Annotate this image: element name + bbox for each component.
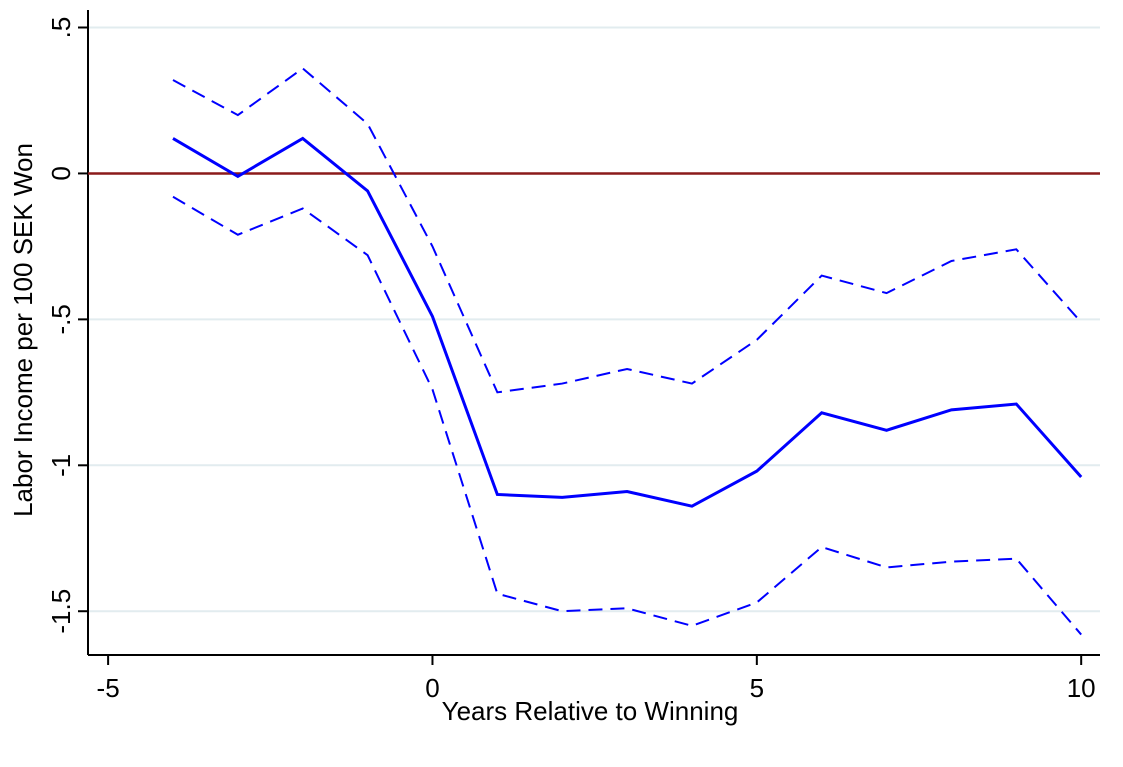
x-tick-label: 10 xyxy=(1067,673,1096,703)
y-tick-label: -1.5 xyxy=(46,589,76,634)
series-line xyxy=(172,67,1082,394)
y-axis-label: Labor Income per 100 SEK Won xyxy=(8,143,38,517)
x-axis-label: Years Relative to Winning xyxy=(442,696,739,726)
series-line xyxy=(172,195,1082,636)
y-tick-label: -1 xyxy=(46,454,76,477)
x-tick-label: -5 xyxy=(97,673,120,703)
y-tick-label: .5 xyxy=(46,17,76,39)
x-tick-label: 5 xyxy=(750,673,764,703)
x-tick-label: 0 xyxy=(425,673,439,703)
y-tick-label: -.5 xyxy=(46,304,76,334)
y-tick-label: 0 xyxy=(46,166,76,180)
series-line xyxy=(172,136,1083,508)
